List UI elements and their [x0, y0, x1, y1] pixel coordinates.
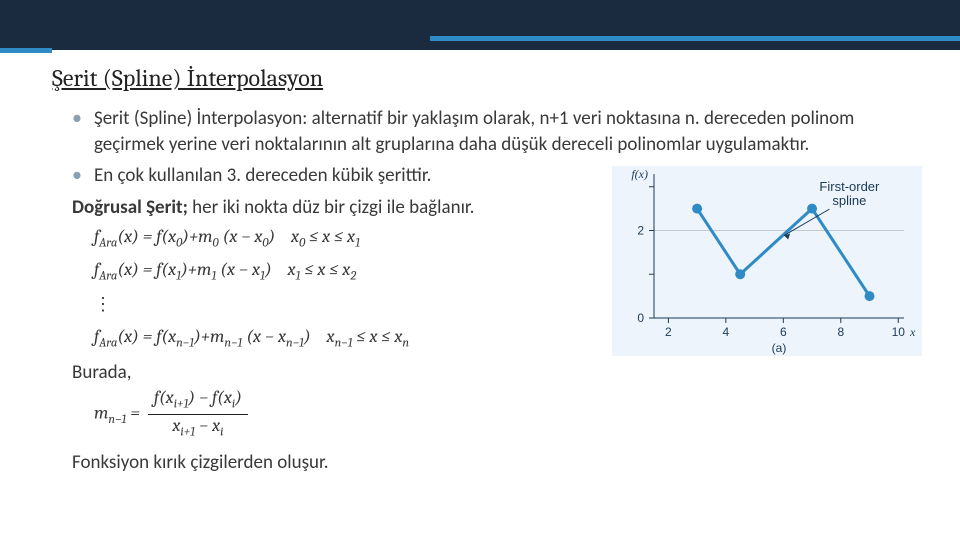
- svg-text:4: 4: [722, 325, 729, 339]
- bullet-text-1: Şerit (Spline) İnterpolasyon: alternatif…: [94, 107, 854, 156]
- bullet-text-2: En çok kullanılan 3. dereceden kübik şer…: [94, 164, 431, 187]
- svg-text:spline: spline: [832, 193, 866, 208]
- svg-text:(a): (a): [772, 341, 787, 355]
- subheading-rest: her iki nokta düz bir çizgi ile bağlanır…: [188, 196, 475, 219]
- svg-text:x: x: [909, 325, 916, 339]
- svg-text:10: 10: [892, 325, 906, 339]
- top-banner: [0, 0, 960, 50]
- burada-label: Burada,: [72, 360, 900, 386]
- svg-text:0: 0: [637, 311, 644, 325]
- svg-text:First-order: First-order: [819, 179, 880, 194]
- svg-text:2: 2: [665, 325, 672, 339]
- spline-chart: 0 2 2 4 6 8 10 f(x) x First-orderspline (a): [612, 166, 922, 356]
- svg-text:f(x): f(x): [631, 167, 648, 181]
- svg-text:2: 2: [637, 224, 644, 238]
- spline-chart-svg: 0 2 2 4 6 8 10 f(x) x First-orderspline (a): [612, 166, 922, 356]
- svg-text:8: 8: [837, 325, 844, 339]
- accent-line-left: [0, 48, 52, 53]
- content-region: Şerit (Spline) İnterpolasyon: alternatif…: [72, 106, 900, 476]
- subheading-bold: Doğrusal Şerit;: [72, 196, 188, 219]
- page-title: Şerit (Spline) İnterpolasyon: [52, 64, 960, 92]
- bullet-item-1: Şerit (Spline) İnterpolasyon: alternatif…: [72, 106, 900, 157]
- svg-text:6: 6: [780, 325, 787, 339]
- slope-equation: mn−1 = f(xi+1) − f(xi) xi+1 − xi: [94, 389, 900, 440]
- closing-text: Fonksiyon kırık çizgilerden oluşur.: [72, 450, 900, 476]
- accent-line-right: [430, 36, 960, 41]
